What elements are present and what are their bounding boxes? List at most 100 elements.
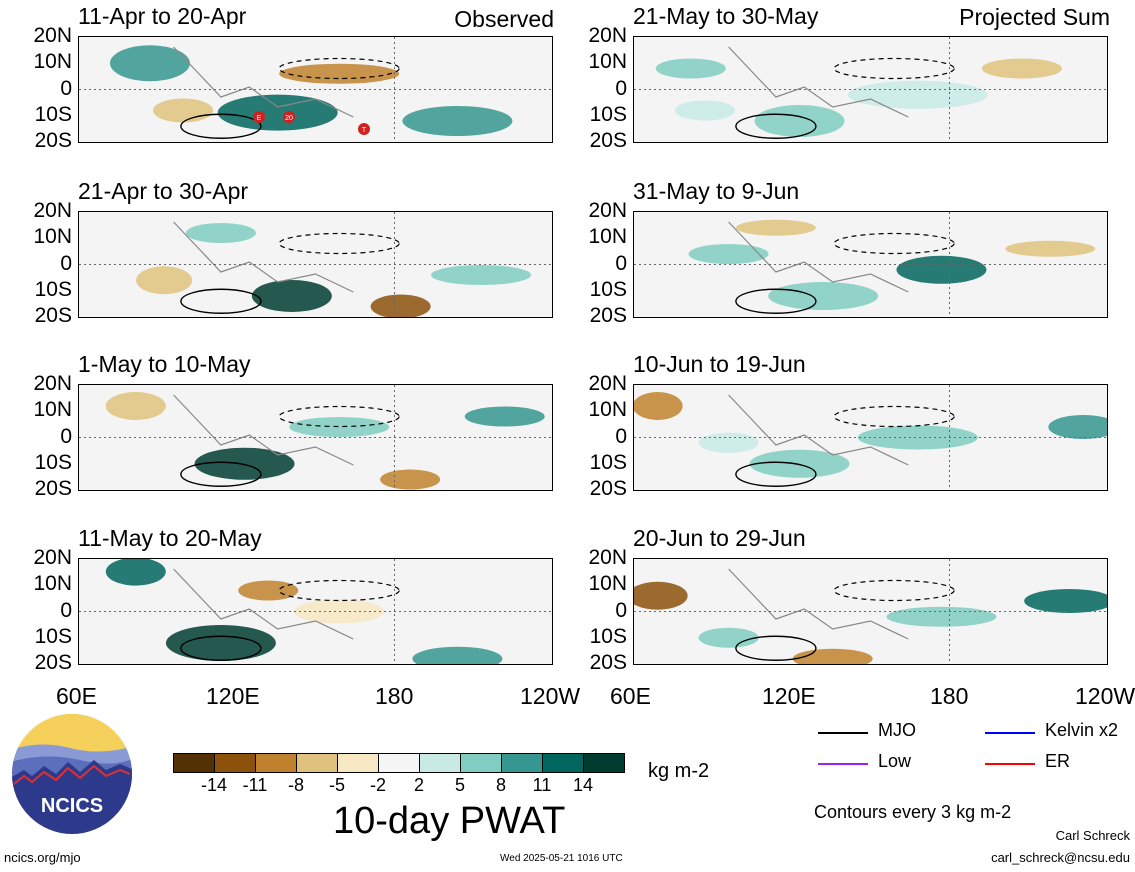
- contour-line: [278, 232, 400, 255]
- contour-line: [735, 288, 817, 314]
- contour-line: [278, 57, 400, 80]
- legend-label: Kelvin x2: [1045, 720, 1119, 740]
- colorbar-swatch: [255, 753, 297, 773]
- lat-label: 0: [615, 76, 627, 100]
- lat-label: 20N: [588, 24, 627, 47]
- pwat-anomaly-patch: [634, 581, 688, 610]
- lat-label: 20N: [588, 372, 627, 395]
- pwat-anomaly-patch: [431, 265, 532, 285]
- colorbar-tick-label: 8: [495, 775, 506, 795]
- map-frame: E 20 T: [78, 36, 553, 143]
- pwat-anomaly-patch: [981, 58, 1062, 79]
- colorbar-swatch: [173, 753, 215, 773]
- lat-label: 20S: [589, 651, 627, 674]
- colorbar-tick-label: -14: [200, 775, 227, 795]
- colorbar-swatch: [419, 753, 461, 773]
- colorbar-tick-label: -8: [287, 775, 304, 795]
- svg-text:E: E: [257, 115, 262, 122]
- lat-label: 0: [60, 424, 72, 448]
- lat-label: 10S: [589, 624, 627, 648]
- pwat-anomaly-patch: [1005, 240, 1096, 257]
- lat-label: 20S: [589, 304, 627, 327]
- pwat-anomaly-patch: [464, 406, 545, 427]
- lat-label: 10S: [34, 450, 72, 474]
- legend-line: [818, 763, 868, 765]
- colorbar-tick-label: 11: [532, 775, 552, 795]
- lat-label: 10S: [589, 102, 627, 126]
- pwat-anomaly-patch: [1048, 415, 1107, 439]
- lat-label: 0: [60, 251, 72, 275]
- observed-label: Observed: [454, 6, 554, 32]
- footer-timestamp: Wed 2025-05-21 1016 UTC: [500, 853, 623, 864]
- colorbar-unit: kg m-2: [648, 760, 710, 782]
- pwat-anomaly-patch: [370, 294, 431, 317]
- contour-line: [278, 405, 400, 428]
- svg-text:T: T: [362, 127, 367, 134]
- pwat-anomaly-patch: [698, 432, 759, 453]
- contour-line: [735, 461, 817, 487]
- pwat-anomaly-patch: [194, 447, 295, 480]
- contour-line: [180, 288, 262, 314]
- pwat-anomaly-patch: [380, 469, 441, 490]
- lat-label: 20N: [33, 24, 72, 47]
- pwat-anomaly-patch: [896, 255, 987, 284]
- pwat-anomaly-patch: [768, 282, 879, 310]
- colorbar-tick-label: -5: [328, 775, 345, 795]
- colorbar-tick-label: 5: [454, 775, 465, 795]
- footer-email[interactable]: carl_schreck@ncsu.edu: [991, 850, 1130, 865]
- ncics-logo: NCICS: [10, 712, 134, 836]
- pwat-anomaly-patch: [185, 223, 256, 243]
- lat-label: 10N: [588, 50, 627, 74]
- colorbar-swatch: [460, 753, 502, 773]
- pwat-anomaly-patch: [412, 646, 503, 664]
- colorbar-swatch: [214, 753, 256, 773]
- lat-label: 0: [60, 598, 72, 622]
- pwat-anomaly-patch: [634, 392, 683, 420]
- map-frame: [633, 211, 1108, 318]
- lat-label: 20N: [33, 372, 72, 395]
- svg-text:20: 20: [285, 115, 293, 122]
- lat-label: 20N: [588, 199, 627, 222]
- lat-label: 10S: [34, 277, 72, 301]
- legend-label: Low: [878, 751, 912, 771]
- contour-line: [180, 635, 262, 661]
- map-frame: [633, 384, 1108, 491]
- storm-marker: E: [253, 111, 265, 123]
- map-frame: [633, 558, 1108, 665]
- footer-url[interactable]: ncics.org/mjo: [4, 850, 81, 865]
- colorbar-swatch: [296, 753, 338, 773]
- pwat-anomaly-patch: [847, 80, 988, 109]
- colorbar-swatch: [542, 753, 584, 773]
- map-frame: [78, 211, 553, 318]
- map-frame: [633, 36, 1108, 143]
- pwat-anomaly-patch: [402, 106, 513, 136]
- pwat-anomaly-patch: [857, 425, 978, 450]
- panel-title: 11-May to 20-May: [78, 525, 262, 551]
- contour-line: [180, 461, 262, 487]
- colorbar-tick-label: 2: [413, 775, 424, 795]
- pwat-anomaly-patch: [109, 45, 190, 82]
- panel-title: 20-Jun to 29-Jun: [633, 525, 806, 551]
- lat-label: 20S: [34, 304, 72, 327]
- projected-sum-label: Projected Sum: [959, 4, 1110, 30]
- lat-label: 20N: [33, 546, 72, 569]
- storm-marker: 20: [283, 111, 295, 123]
- lat-label: 10N: [588, 225, 627, 249]
- lat-label: 0: [615, 598, 627, 622]
- pwat-anomaly-patch: [251, 280, 332, 312]
- panel-title: 31-May to 9-Jun: [633, 178, 800, 204]
- coastline: [728, 394, 909, 466]
- coastline: [728, 221, 909, 293]
- colorbar-swatch: [583, 753, 625, 773]
- colorbar-tick-label: -2: [369, 775, 386, 795]
- colorbar-swatch: [378, 753, 420, 773]
- lat-label: 10S: [34, 624, 72, 648]
- lon-label: 120E: [762, 683, 816, 709]
- legend-line: [818, 732, 868, 734]
- coastline: [728, 568, 909, 640]
- pwat-anomaly-patch: [153, 98, 214, 123]
- lon-label: 120W: [1075, 683, 1135, 709]
- lat-label: 10N: [33, 50, 72, 74]
- lat-label: 10N: [588, 398, 627, 422]
- pwat-anomaly-patch: [289, 417, 390, 437]
